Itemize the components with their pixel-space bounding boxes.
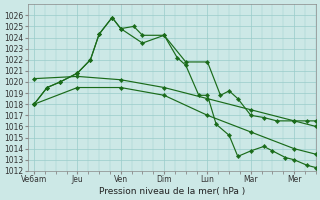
X-axis label: Pression niveau de la mer( hPa ): Pression niveau de la mer( hPa ) bbox=[99, 187, 245, 196]
